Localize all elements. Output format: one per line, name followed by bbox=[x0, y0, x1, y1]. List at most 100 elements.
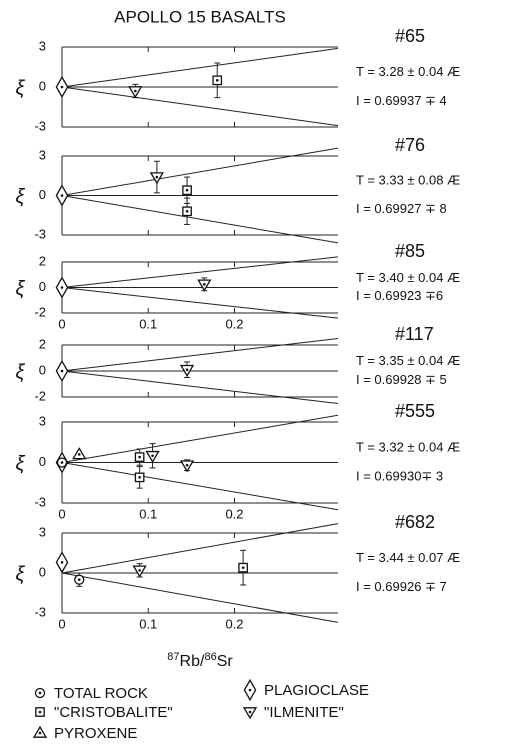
y-axis-label: ξ bbox=[16, 77, 26, 99]
panel-label: #65 bbox=[395, 26, 425, 46]
envelope-line bbox=[61, 86, 339, 127]
x-tick-label: 0.1 bbox=[139, 616, 157, 631]
marker bbox=[132, 565, 147, 578]
y-axis-label: ξ bbox=[16, 453, 26, 475]
annotation: T = 3.44 ± 0.07 Æ bbox=[356, 550, 460, 565]
marker bbox=[55, 184, 69, 207]
marker-dot bbox=[241, 566, 245, 569]
y-tick-label: 3 bbox=[39, 413, 46, 428]
panel-label: #555 bbox=[395, 401, 435, 421]
marker bbox=[34, 687, 46, 699]
marker-dot bbox=[155, 175, 159, 179]
y-tick-label: -3 bbox=[34, 494, 46, 509]
marker bbox=[197, 279, 212, 292]
marker-dot bbox=[185, 188, 189, 192]
marker-dot bbox=[60, 286, 64, 289]
legend-label: "ILMENITE" bbox=[264, 704, 344, 721]
y-tick-label: 0 bbox=[39, 279, 46, 294]
envelope-line bbox=[61, 572, 339, 623]
x-tick-label: 0 bbox=[58, 616, 65, 631]
marker bbox=[134, 452, 145, 462]
marker-dot bbox=[38, 691, 42, 695]
panel-label: #85 bbox=[395, 241, 425, 261]
marker-dot bbox=[185, 463, 189, 467]
y-tick-label: 2 bbox=[39, 253, 46, 268]
x-tick-label: 0 bbox=[58, 506, 65, 521]
annotation: T = 3.35 ± 0.04 Æ bbox=[356, 353, 460, 368]
marker bbox=[55, 359, 69, 383]
marker bbox=[128, 86, 143, 99]
annotation: I = 0.69937 ∓ 4 bbox=[356, 93, 447, 108]
x-axis-label-part: 86 bbox=[204, 651, 216, 663]
y-tick-label: -3 bbox=[34, 118, 46, 133]
marker bbox=[179, 364, 195, 377]
figure-title: APOLLO 15 BASALTS bbox=[114, 7, 286, 26]
panel-label: #682 bbox=[395, 512, 435, 532]
marker bbox=[56, 457, 68, 468]
marker bbox=[182, 185, 192, 196]
marker bbox=[35, 707, 45, 717]
y-tick-label: 0 bbox=[39, 362, 46, 377]
y-tick-label: 0 bbox=[39, 454, 46, 469]
y-axis-label: ξ bbox=[16, 278, 26, 300]
annotation: I = 0.69930∓ 3 bbox=[356, 469, 443, 484]
envelope-line bbox=[61, 414, 339, 463]
marker-dot bbox=[138, 569, 141, 572]
x-axis-label-part: Rb/ bbox=[180, 653, 205, 670]
x-tick-label: 0.2 bbox=[225, 616, 243, 631]
y-tick-label: 0 bbox=[39, 564, 46, 579]
annotation: T = 3.28 ± 0.04 Æ bbox=[356, 64, 460, 79]
marker-dot bbox=[77, 453, 81, 456]
x-tick-label: 0.2 bbox=[225, 506, 243, 521]
envelope-line bbox=[61, 287, 339, 319]
marker-dot bbox=[60, 561, 64, 564]
legend-label: PLAGIOCLASE bbox=[264, 682, 369, 699]
envelope-line bbox=[61, 370, 339, 404]
marker bbox=[145, 450, 160, 464]
y-tick-label: -3 bbox=[34, 604, 46, 619]
y-tick-label: -3 bbox=[34, 226, 46, 241]
annotation: I = 0.69926 ∓ 7 bbox=[356, 579, 447, 594]
marker bbox=[243, 678, 257, 702]
y-axis-label: ξ bbox=[16, 563, 26, 585]
marker-dot bbox=[248, 688, 252, 692]
envelope-line bbox=[61, 338, 339, 372]
marker-dot bbox=[185, 210, 189, 213]
annotation: T = 3.32 ± 0.04 Æ bbox=[356, 439, 460, 454]
marker bbox=[55, 276, 69, 299]
y-tick-label: 0 bbox=[39, 187, 46, 202]
x-tick-label: 0.2 bbox=[225, 316, 243, 331]
marker bbox=[179, 460, 195, 473]
marker-dot bbox=[248, 710, 252, 714]
x-axis-label-part: Sr bbox=[217, 653, 234, 670]
panel-label: #117 bbox=[395, 324, 434, 344]
envelope-line bbox=[61, 195, 339, 244]
envelope-line bbox=[61, 462, 339, 511]
marker bbox=[32, 725, 48, 738]
y-tick-label: 3 bbox=[39, 147, 46, 162]
y-tick-label: 0 bbox=[39, 78, 46, 93]
y-tick-label: 2 bbox=[39, 336, 46, 351]
marker bbox=[149, 172, 165, 185]
marker-dot bbox=[185, 368, 189, 372]
marker-dot bbox=[138, 476, 141, 479]
marker-dot bbox=[38, 731, 42, 735]
y-tick-label: 3 bbox=[39, 38, 46, 53]
marker-dot bbox=[151, 454, 154, 458]
marker bbox=[212, 75, 223, 86]
y-axis-label: ξ bbox=[16, 361, 26, 383]
x-tick-label: 0.1 bbox=[139, 506, 157, 521]
marker bbox=[55, 75, 69, 99]
annotation: I = 0.69928 ∓ 5 bbox=[356, 372, 447, 387]
marker-dot bbox=[138, 455, 141, 459]
envelope-line bbox=[61, 523, 339, 574]
marker-dot bbox=[60, 85, 64, 89]
marker bbox=[74, 574, 85, 585]
marker bbox=[238, 562, 248, 573]
marker-dot bbox=[215, 79, 219, 82]
marker-dot bbox=[60, 461, 64, 464]
marker bbox=[134, 472, 145, 483]
panel-label: #76 bbox=[395, 135, 425, 155]
marker-dot bbox=[134, 89, 137, 93]
